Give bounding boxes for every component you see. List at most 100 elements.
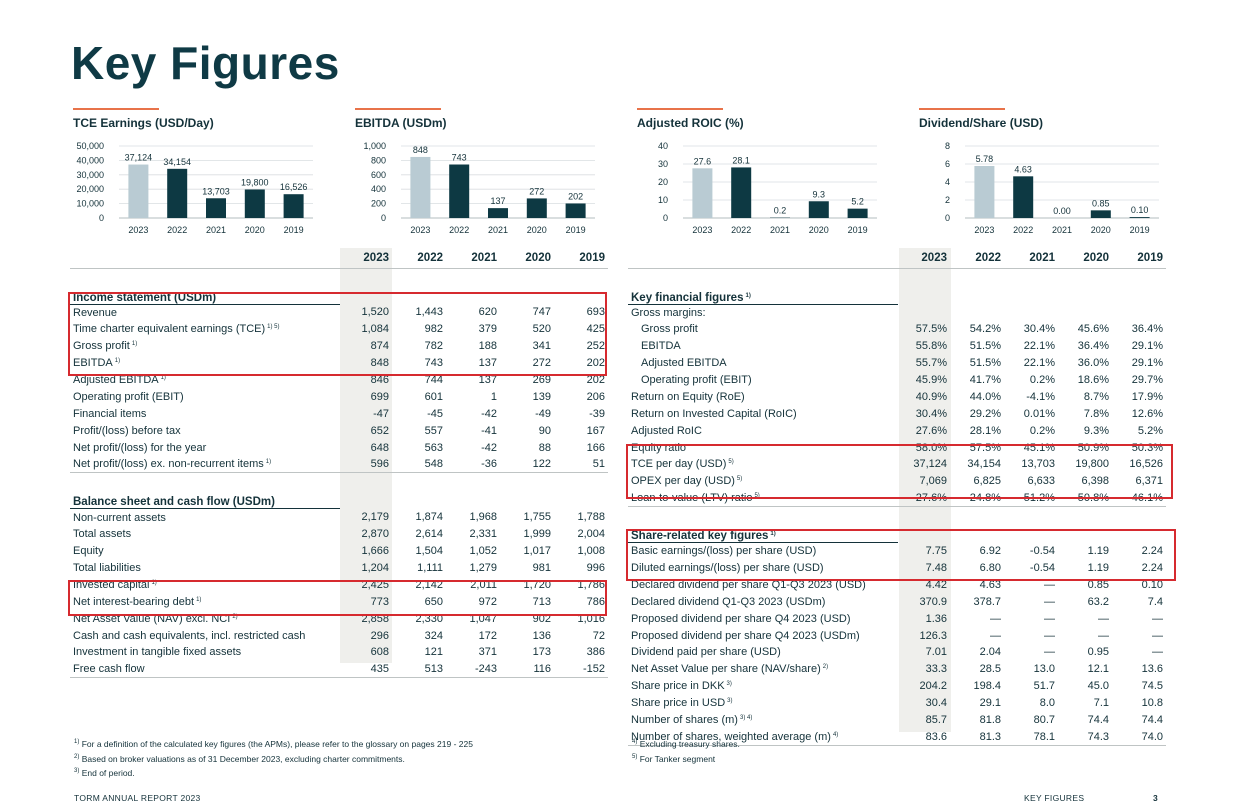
cell-value: -45 bbox=[427, 407, 443, 420]
cell-value: 620 bbox=[478, 306, 497, 319]
cell-value: 1,755 bbox=[523, 511, 551, 524]
cell-value: 1,720 bbox=[523, 578, 551, 591]
data-label: 0.10 bbox=[1131, 205, 1149, 215]
cell-value: 747 bbox=[532, 306, 551, 319]
x-tick-label: 2022 bbox=[449, 225, 469, 235]
y-tick-label: 2 bbox=[945, 195, 950, 205]
bar-2020 bbox=[1090, 210, 1111, 218]
table-row: Share price in DKK 3) 204.2 198.4 51.7 45.0 74… bbox=[628, 678, 1166, 695]
title-accent bbox=[355, 108, 441, 110]
cell-value: -39 bbox=[589, 407, 605, 420]
table-row: Basic earnings/(loss) per share (USD) 7.7… bbox=[628, 543, 1166, 560]
cell-value: 36.0% bbox=[1077, 357, 1109, 370]
year-header: 2023 bbox=[898, 248, 950, 269]
row-label: Net Asset Value (NAV) excl. NCI 2) bbox=[73, 612, 238, 625]
cell-value: -42 bbox=[481, 407, 497, 420]
cell-value: 29.1% bbox=[1131, 357, 1163, 370]
cell-value: 29.7% bbox=[1131, 374, 1163, 386]
y-tick-label: 0 bbox=[99, 213, 104, 223]
table-row: Loan-to-value (LTV) ratio 5) 27.6% 24.8% 51.… bbox=[628, 489, 1166, 508]
cell-value: 88 bbox=[538, 441, 551, 454]
table-row: Net Asset Value per share (NAV/share) 2) 3… bbox=[628, 661, 1166, 678]
row-label: Gross margins: bbox=[631, 306, 706, 319]
x-tick-label: 2023 bbox=[410, 225, 430, 235]
cell-value: 713 bbox=[532, 595, 551, 608]
cell-value: 74.3 bbox=[1058, 728, 1112, 746]
cell-value bbox=[898, 304, 950, 321]
cell-value: 12.6% bbox=[1131, 407, 1163, 420]
title-accent bbox=[73, 108, 159, 110]
cell-value: 1,047 bbox=[469, 612, 497, 625]
cell-value: 34,154 bbox=[967, 458, 1001, 471]
year-header: 2019 bbox=[554, 248, 608, 269]
cell-value: 45.6% bbox=[1077, 323, 1109, 336]
cell-value: 166 bbox=[586, 441, 605, 454]
cell-value: 2,142 bbox=[415, 578, 443, 591]
table-row: Share price in USD 3) 30.4 29.1 8.0 7.1 10.8 bbox=[628, 695, 1166, 712]
row-label: Operating profit (EBIT) bbox=[73, 390, 184, 403]
cell-value: 782 bbox=[424, 340, 443, 353]
data-label: 5.78 bbox=[976, 154, 994, 164]
cell-value: 63.2 bbox=[1087, 595, 1109, 608]
cell-value: -152 bbox=[554, 660, 608, 679]
y-tick-label: 10 bbox=[658, 195, 668, 205]
cell-value: 57.5% bbox=[915, 323, 947, 336]
y-tick-label: 20 bbox=[658, 177, 668, 187]
y-tick-label: 40 bbox=[658, 141, 668, 151]
cell-value: 27.6% bbox=[915, 424, 947, 437]
cell-value: 27.6% bbox=[898, 489, 950, 508]
cell-value: 2,179 bbox=[361, 511, 389, 524]
cell-value: 902 bbox=[532, 612, 551, 625]
cell-value: 1,204 bbox=[361, 562, 389, 575]
cell-value: 2.24 bbox=[1141, 545, 1163, 558]
row-label: Invested capital 1) bbox=[73, 578, 157, 591]
cell-value: 202 bbox=[586, 374, 605, 386]
row-label: Declared dividend per share Q1-Q3 2023 (… bbox=[631, 578, 866, 591]
table-row: Declared dividend Q1-Q3 2023 (USDm) 370.9… bbox=[628, 593, 1166, 610]
cell-value: 5.2% bbox=[1137, 424, 1163, 437]
table-row: Profit/(loss) before tax 652 557 -41 90 167 bbox=[70, 422, 608, 439]
cell-value: 85.7 bbox=[925, 714, 947, 727]
cell-value: 548 bbox=[392, 456, 446, 474]
row-label: Non-current assets bbox=[73, 511, 166, 524]
table-row: Total assets 2,870 2,614 2,331 1,999 2,004 bbox=[70, 526, 608, 543]
cell-value: 74.4 bbox=[1141, 714, 1163, 727]
cell-value: 379 bbox=[478, 323, 497, 336]
chart-svg: 0 200 400 600 800 1,000 848 2023 743 2022 137 2021 2… bbox=[363, 141, 595, 235]
cell-value: 50.9% bbox=[1077, 441, 1109, 454]
x-tick-label: 2021 bbox=[770, 225, 790, 235]
cell-value: 72 bbox=[592, 629, 605, 642]
column-shade bbox=[340, 248, 392, 663]
cell-value: 1,084 bbox=[361, 323, 389, 336]
table-row: TCE per day (USD) 5) 37,124 34,154 13,703 19,… bbox=[628, 456, 1166, 473]
cell-value: 2.24 bbox=[1141, 562, 1163, 575]
cell-value: — bbox=[1044, 612, 1055, 625]
cell-value: 28.5 bbox=[979, 663, 1001, 676]
data-label: 0.00 bbox=[1053, 206, 1071, 216]
chart-title: Dividend/Share (USD) bbox=[919, 116, 1044, 130]
row-label: Basic earnings/(loss) per share (USD) bbox=[631, 545, 817, 558]
y-tick-label: 6 bbox=[945, 159, 950, 169]
table-row: Gross margins: bbox=[628, 304, 1166, 321]
y-tick-label: 20,000 bbox=[76, 184, 104, 194]
cell-value: 139 bbox=[532, 390, 551, 403]
y-tick-label: 10,000 bbox=[76, 199, 104, 209]
footnote: 2) Based on broker valuations as of 31 D… bbox=[74, 753, 405, 764]
cell-value: 36.4% bbox=[1077, 340, 1109, 353]
table-row: Declared dividend per share Q1-Q3 2023 (… bbox=[628, 576, 1166, 593]
cell-value: 22.1% bbox=[1023, 357, 1055, 370]
chart-title: EBITDA (USDm) bbox=[355, 116, 447, 130]
row-label: Number of shares, weighted average (m) 4) bbox=[628, 728, 898, 746]
table-row: Gross profit 1) 874 782 188 341 252 bbox=[70, 338, 608, 355]
row-label: Diluted earnings/(loss) per share (USD) bbox=[631, 562, 824, 575]
chart-svg: 0 10,000 20,000 30,000 40,000 50,000 37,124 202… bbox=[76, 141, 313, 235]
cell-value: 435 bbox=[340, 660, 392, 679]
income-balance-table: 2023 2022 2021 2020 2019 Income statement (US… bbox=[70, 248, 608, 679]
cell-value: 1,874 bbox=[415, 511, 443, 524]
cell-value: 1 bbox=[490, 390, 497, 403]
cell-value: 0.10 bbox=[1141, 578, 1163, 591]
x-tick-label: 2023 bbox=[974, 225, 994, 235]
data-label: 0.2 bbox=[774, 206, 787, 216]
cell-value: — bbox=[1152, 612, 1163, 625]
cell-value: 608 bbox=[370, 646, 389, 659]
